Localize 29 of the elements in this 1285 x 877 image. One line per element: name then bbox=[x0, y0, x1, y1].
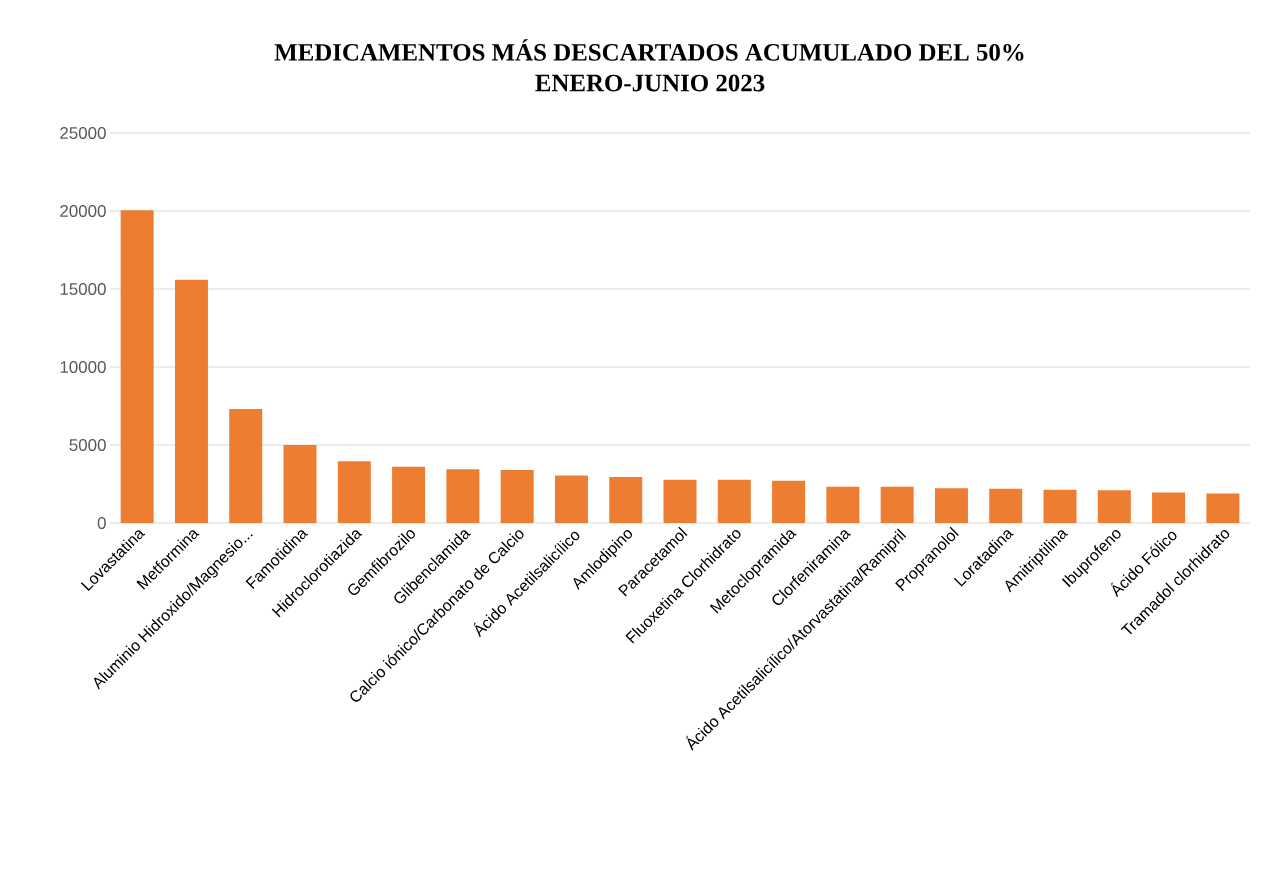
bar bbox=[229, 409, 263, 523]
bar bbox=[717, 479, 751, 523]
bar bbox=[826, 486, 860, 523]
y-tick-label: 20000 bbox=[60, 204, 106, 217]
bar bbox=[663, 479, 697, 523]
bar bbox=[120, 210, 154, 523]
chart-title: MEDICAMENTOS MÁS DESCARTADOS ACUMULADO DEL 50% bbox=[274, 39, 1024, 61]
bar bbox=[500, 469, 534, 523]
bar bbox=[174, 279, 208, 523]
bar bbox=[934, 488, 968, 523]
bar bbox=[283, 444, 317, 523]
bar bbox=[609, 476, 643, 523]
y-tick-label: 0 bbox=[97, 516, 106, 529]
bar bbox=[392, 466, 426, 523]
y-tick-label: 5000 bbox=[69, 438, 106, 451]
bar bbox=[554, 475, 588, 523]
bar bbox=[1152, 492, 1186, 523]
y-tick-label: 15000 bbox=[60, 282, 106, 295]
chart-subtitle: ENERO-JUNIO 2023 bbox=[535, 74, 765, 92]
bar bbox=[772, 480, 806, 523]
y-tick-label: 10000 bbox=[60, 360, 106, 373]
bar bbox=[989, 488, 1023, 523]
bar bbox=[1043, 489, 1077, 523]
bar bbox=[446, 469, 480, 523]
bar bbox=[337, 461, 371, 523]
bar bbox=[1097, 490, 1131, 523]
bar bbox=[1206, 493, 1240, 523]
bar bbox=[880, 486, 914, 523]
y-tick-label: 25000 bbox=[60, 126, 106, 139]
